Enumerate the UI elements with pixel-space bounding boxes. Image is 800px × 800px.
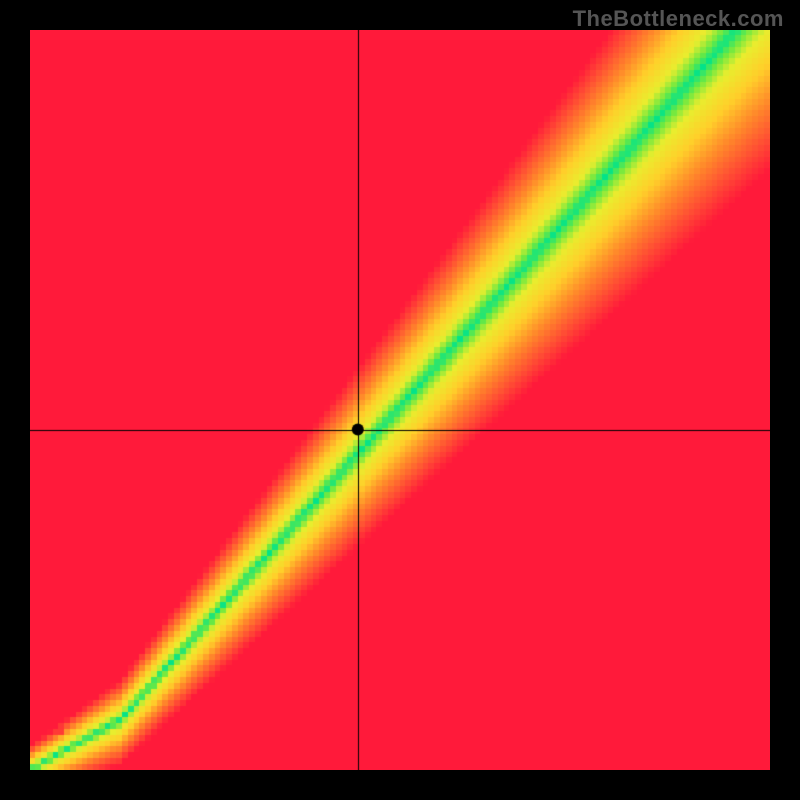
- bottleneck-heatmap: [30, 30, 770, 770]
- watermark-text: TheBottleneck.com: [573, 6, 784, 32]
